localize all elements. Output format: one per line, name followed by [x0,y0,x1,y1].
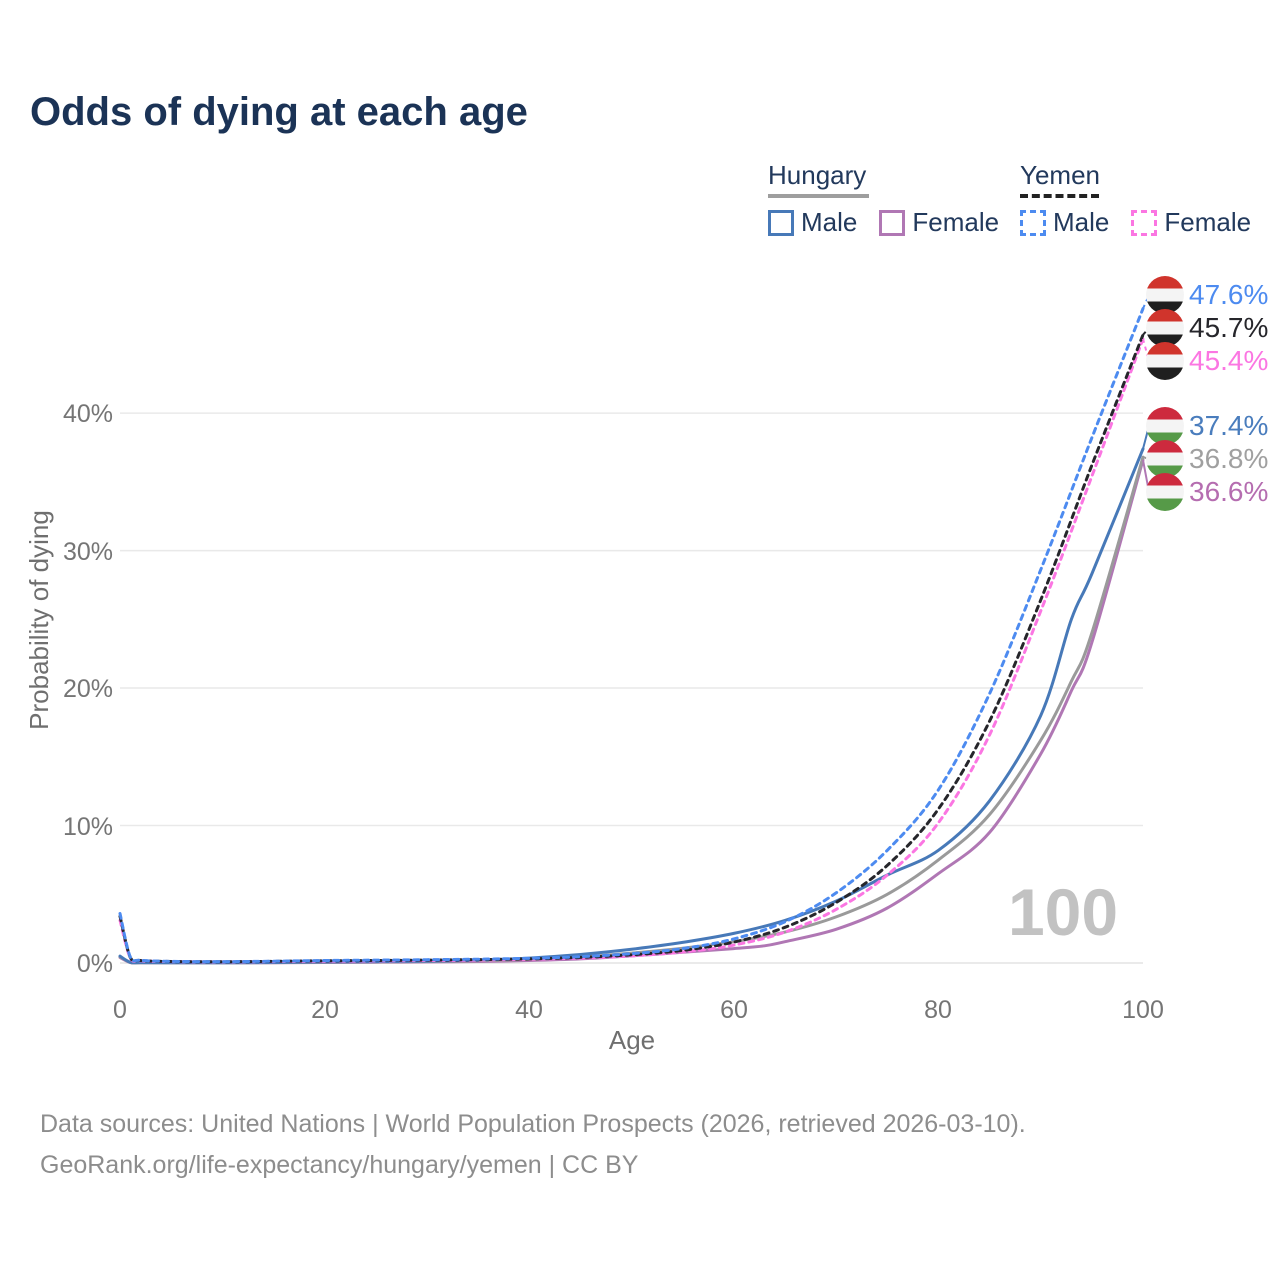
series-line-yemen-male[interactable] [118,307,1145,964]
y-tick-0: 0% [77,950,113,978]
series-line-hungary-female[interactable] [118,458,1145,965]
legend-label: Female [1164,207,1252,237]
legend-item-hungary-male[interactable]: Male [768,207,857,238]
hungary-line-style-sample [768,194,869,198]
x-tick-100: 100 [1122,996,1164,1024]
end-label-hungary-both: 36.8% [1146,440,1268,478]
y-axis-title: Probability of dying [24,510,54,730]
footer-attribution: GeoRank.org/life-expectancy/hungary/yeme… [40,1151,639,1179]
legend-label: Male [1053,207,1110,237]
footer-data-sources: Data sources: United Nations | World Pop… [40,1110,1026,1138]
yemen-female-swatch-icon[interactable] [1131,209,1158,236]
legend-country-hungary[interactable]: Hungary [768,160,867,190]
hungary-flag-icon [1146,440,1184,478]
hungary-flag-icon [1146,473,1184,511]
legend-item-hungary-female[interactable]: Female [879,207,999,238]
x-tick-40: 40 [515,996,543,1024]
end-label-yemen-female: 45.4% [1146,342,1268,380]
end-label-hungary-female: 36.6% [1146,473,1268,511]
end-value: 45.7% [1189,312,1269,343]
age-counter-watermark: 100 [1007,875,1119,949]
x-tick-80: 80 [924,996,952,1024]
yemen-flag-icon [1146,309,1184,347]
legend-group-yemen: Yemen Male Female [1020,160,1273,238]
legend-item-yemen-male[interactable]: Male [1020,207,1109,238]
legend-label: Male [801,207,858,237]
footer: Data sources: United Nations | World Pop… [40,1104,1026,1186]
end-label-yemen-both: 45.7% [1146,309,1268,347]
y-tick-40: 40% [63,400,113,428]
legend-country-yemen[interactable]: Yemen [1020,160,1100,190]
end-value: 37.4% [1189,410,1269,441]
x-tick-60: 60 [720,996,748,1024]
y-tick-10: 10% [63,813,113,841]
end-value: 36.8% [1189,443,1269,474]
end-value: 36.6% [1189,476,1269,507]
end-label-yemen-male: 47.6% [1146,276,1268,314]
y-tick-20: 20% [63,675,113,703]
gridlines [120,412,1143,964]
y-tick-30: 30% [63,538,113,566]
hungary-flag-icon [1146,407,1184,445]
yemen-male-swatch-icon[interactable] [1020,209,1046,236]
legend-item-yemen-female[interactable]: Female [1131,207,1251,238]
legend-label: Female [912,207,1000,237]
end-value: 45.4% [1189,345,1269,376]
series-line-yemen-female[interactable] [118,337,1145,964]
series-line-yemen-both[interactable] [118,333,1145,964]
yemen-flag-icon [1146,276,1184,314]
page-title: Odds of dying at each age [30,90,528,134]
x-tick-20: 20 [311,996,339,1024]
series-line-hungary-male[interactable] [118,447,1145,965]
end-label-hungary-male: 37.4% [1146,407,1268,445]
end-value: 47.6% [1189,279,1269,310]
legend-group-hungary: Hungary Male Female [768,160,1021,238]
series-line-hungary-both[interactable] [118,455,1145,965]
hungary-female-swatch-icon[interactable] [879,209,906,236]
x-axis-title: Age [609,1025,655,1055]
yemen-line-style-sample [1020,194,1099,198]
x-tick-0: 0 [113,996,127,1024]
series-lines [118,307,1145,965]
yemen-flag-icon [1146,342,1184,380]
hungary-male-swatch-icon[interactable] [768,209,794,236]
